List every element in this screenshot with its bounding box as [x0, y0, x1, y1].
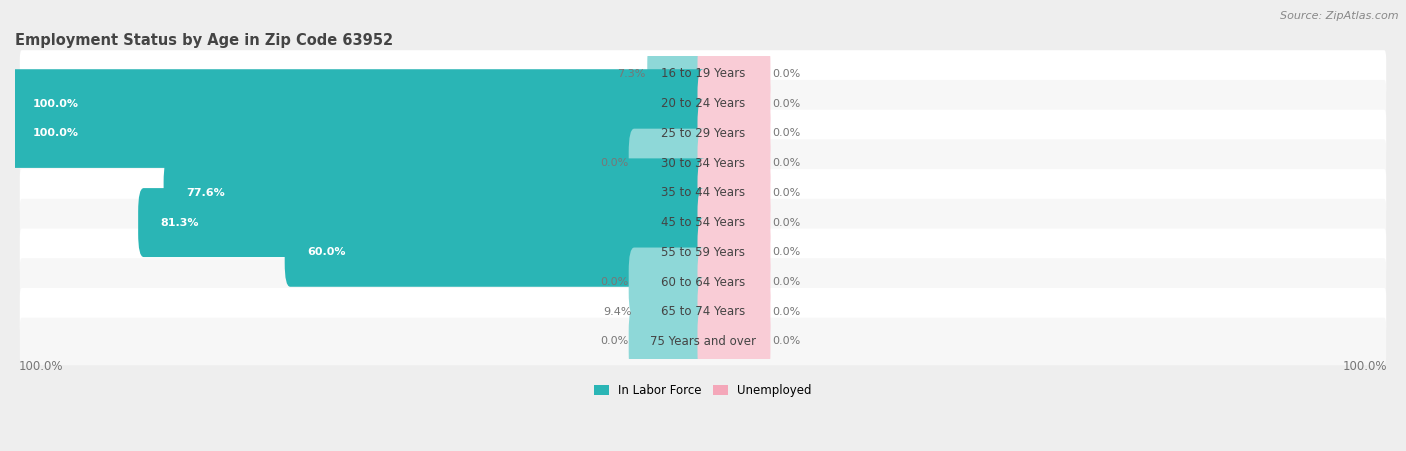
FancyBboxPatch shape — [20, 110, 1386, 157]
Text: 0.0%: 0.0% — [772, 217, 800, 228]
Text: 16 to 19 Years: 16 to 19 Years — [661, 68, 745, 80]
FancyBboxPatch shape — [697, 129, 770, 198]
FancyBboxPatch shape — [697, 218, 770, 287]
Text: 100.0%: 100.0% — [32, 99, 79, 109]
FancyBboxPatch shape — [697, 40, 770, 108]
FancyBboxPatch shape — [284, 218, 709, 287]
FancyBboxPatch shape — [697, 99, 770, 168]
FancyBboxPatch shape — [163, 158, 709, 227]
Text: 77.6%: 77.6% — [187, 188, 225, 198]
FancyBboxPatch shape — [697, 248, 770, 317]
FancyBboxPatch shape — [628, 248, 709, 317]
FancyBboxPatch shape — [138, 188, 709, 257]
Text: 9.4%: 9.4% — [603, 307, 631, 317]
Text: 25 to 29 Years: 25 to 29 Years — [661, 127, 745, 140]
Text: 100.0%: 100.0% — [18, 360, 63, 373]
FancyBboxPatch shape — [628, 129, 709, 198]
Legend: In Labor Force, Unemployed: In Labor Force, Unemployed — [589, 379, 817, 402]
FancyBboxPatch shape — [697, 158, 770, 227]
Text: 0.0%: 0.0% — [600, 336, 628, 346]
Text: 55 to 59 Years: 55 to 59 Years — [661, 246, 745, 259]
FancyBboxPatch shape — [628, 307, 709, 376]
FancyBboxPatch shape — [697, 188, 770, 257]
Text: 60.0%: 60.0% — [308, 247, 346, 257]
FancyBboxPatch shape — [20, 288, 1386, 336]
Text: 81.3%: 81.3% — [160, 217, 200, 228]
Text: 45 to 54 Years: 45 to 54 Years — [661, 216, 745, 229]
Text: 0.0%: 0.0% — [772, 69, 800, 79]
Text: 75 Years and over: 75 Years and over — [650, 335, 756, 348]
Text: 60 to 64 Years: 60 to 64 Years — [661, 276, 745, 289]
FancyBboxPatch shape — [20, 50, 1386, 98]
FancyBboxPatch shape — [20, 199, 1386, 246]
FancyBboxPatch shape — [697, 69, 770, 138]
Text: 0.0%: 0.0% — [772, 336, 800, 346]
Text: 0.0%: 0.0% — [772, 99, 800, 109]
FancyBboxPatch shape — [20, 169, 1386, 216]
FancyBboxPatch shape — [20, 80, 1386, 128]
FancyBboxPatch shape — [10, 99, 709, 168]
Text: 0.0%: 0.0% — [772, 188, 800, 198]
FancyBboxPatch shape — [20, 258, 1386, 306]
Text: 65 to 74 Years: 65 to 74 Years — [661, 305, 745, 318]
Text: 100.0%: 100.0% — [1343, 360, 1388, 373]
Text: 20 to 24 Years: 20 to 24 Years — [661, 97, 745, 110]
Text: 0.0%: 0.0% — [600, 158, 628, 168]
FancyBboxPatch shape — [20, 139, 1386, 187]
FancyBboxPatch shape — [10, 69, 709, 138]
FancyBboxPatch shape — [20, 229, 1386, 276]
Text: Employment Status by Age in Zip Code 63952: Employment Status by Age in Zip Code 639… — [15, 33, 394, 48]
Text: Source: ZipAtlas.com: Source: ZipAtlas.com — [1281, 11, 1399, 21]
Text: 0.0%: 0.0% — [772, 277, 800, 287]
FancyBboxPatch shape — [20, 318, 1386, 365]
FancyBboxPatch shape — [697, 307, 770, 376]
Text: 30 to 34 Years: 30 to 34 Years — [661, 156, 745, 170]
Text: 0.0%: 0.0% — [772, 158, 800, 168]
FancyBboxPatch shape — [697, 277, 770, 346]
FancyBboxPatch shape — [647, 40, 709, 108]
Text: 0.0%: 0.0% — [600, 277, 628, 287]
Text: 0.0%: 0.0% — [772, 307, 800, 317]
FancyBboxPatch shape — [633, 277, 709, 346]
Text: 100.0%: 100.0% — [32, 129, 79, 138]
Text: 0.0%: 0.0% — [772, 129, 800, 138]
Text: 7.3%: 7.3% — [617, 69, 645, 79]
Text: 35 to 44 Years: 35 to 44 Years — [661, 186, 745, 199]
Text: 0.0%: 0.0% — [772, 247, 800, 257]
